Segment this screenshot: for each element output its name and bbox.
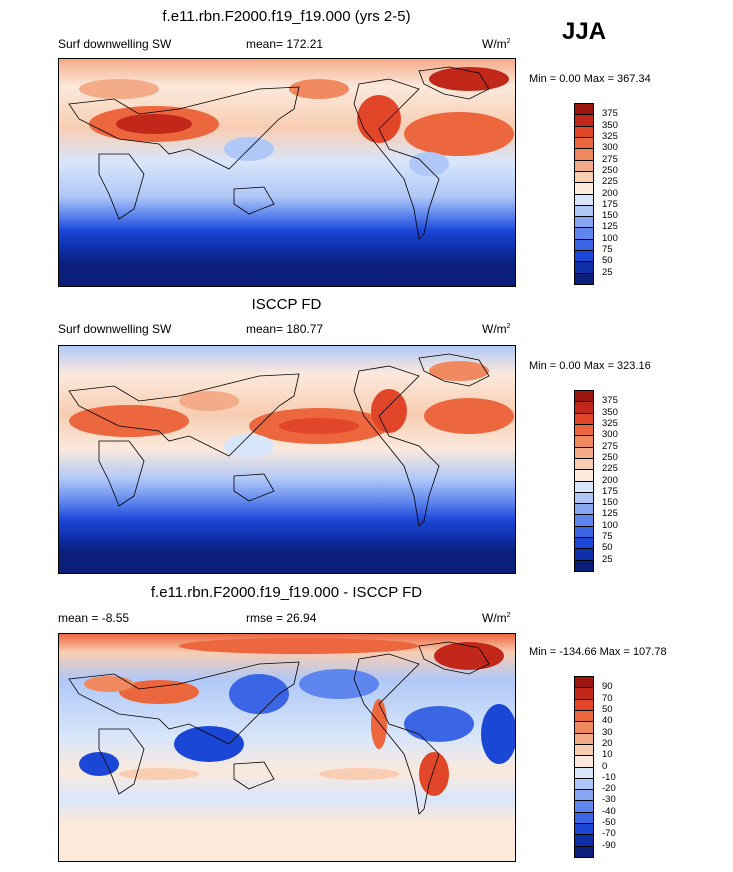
panel-1-mean-label: mean= 172.21 bbox=[246, 37, 324, 51]
colorbar-tick-label: 30 bbox=[602, 726, 613, 738]
colorbar-tick-label: 200 bbox=[602, 474, 618, 486]
colorbar-tick-label: 100 bbox=[602, 519, 618, 531]
colorbar-tick-label: 20 bbox=[602, 737, 613, 749]
panel-2-mean-label: mean= 180.77 bbox=[246, 322, 324, 336]
colorbar-tick-label: 125 bbox=[602, 508, 618, 520]
colorbar-tick-label: 325 bbox=[602, 417, 618, 429]
colorbar-tick-label: 125 bbox=[602, 221, 618, 233]
panel-2-map-svg bbox=[59, 346, 515, 573]
colorbar-tick-label: 100 bbox=[602, 232, 618, 244]
colorbar-tick-label: 175 bbox=[602, 198, 618, 210]
panel-1-map-svg bbox=[59, 59, 515, 286]
colorbar-tick-label: 250 bbox=[602, 164, 618, 176]
colorbar-tick-label: 75 bbox=[602, 531, 613, 543]
colorbar-tick-label: -50 bbox=[602, 817, 616, 829]
colorbar-tick-label: 300 bbox=[602, 429, 618, 441]
colorbar-tick-label: -10 bbox=[602, 771, 616, 783]
panel-2-units: W/m2 bbox=[482, 322, 511, 336]
panel-1-variable-label: Surf downwelling SW bbox=[58, 37, 172, 51]
colorbar-tick-label: 25 bbox=[602, 266, 613, 278]
colorbar-tick-label: 50 bbox=[602, 255, 613, 267]
colorbar-tick-label: 150 bbox=[602, 497, 618, 509]
colorbar-tick-label: 350 bbox=[602, 406, 618, 418]
colorbar-tick-label: 375 bbox=[602, 395, 618, 407]
panel-3-map bbox=[58, 633, 516, 862]
colorbar-tick-label: 275 bbox=[602, 440, 618, 452]
panel-1-minmax: Min = 0.00 Max = 367.34 bbox=[529, 73, 651, 85]
panel-3-rmse-label: rmse = 26.94 bbox=[246, 611, 317, 625]
panel-2-map bbox=[58, 345, 516, 574]
panel-1-units: W/m2 bbox=[482, 37, 511, 51]
colorbar-tick-label: 325 bbox=[602, 130, 618, 142]
colorbar-tick-label: -40 bbox=[602, 805, 616, 817]
colorbar-tick-label: 75 bbox=[602, 244, 613, 256]
colorbar-tick-label: 90 bbox=[602, 681, 613, 693]
panel-1-colorbar: 375 350 325 300 275 250 225 200 175 150 125 100 75 50… bbox=[574, 103, 618, 285]
colorbar-tick-label: 175 bbox=[602, 485, 618, 497]
colorbar-tick-label: 300 bbox=[602, 142, 618, 154]
panel-2-variable-label: Surf downwelling SW bbox=[58, 322, 172, 336]
colorbar-tick-label: -30 bbox=[602, 794, 616, 806]
colorbar-tick-label: -90 bbox=[602, 839, 616, 851]
colorbar-tick-label: 250 bbox=[602, 451, 618, 463]
colorbar-tick-label: 200 bbox=[602, 187, 618, 199]
colorbar-tick-label: 375 bbox=[602, 108, 618, 120]
panel-3-colorbar: 90 70 50 40 30 20 10 0 -10 -20 -30 -40 -50 -70 -90 bbox=[574, 676, 616, 858]
colorbar-tick-label: 0 bbox=[602, 760, 608, 772]
colorbar-cell bbox=[574, 845, 594, 858]
colorbar-tick-label: -20 bbox=[602, 783, 616, 795]
colorbar-tick-label: 50 bbox=[602, 703, 613, 715]
panel-3-map-svg bbox=[59, 634, 515, 861]
colorbar-tick-label: 10 bbox=[602, 749, 613, 761]
panel-3-minmax: Min = -134.66 Max = 107.78 bbox=[529, 646, 667, 658]
colorbar-tick-label: 150 bbox=[602, 210, 618, 222]
colorbar-cell bbox=[574, 272, 594, 285]
panel-2-colorbar: 375 350 325 300 275 250 225 200 175 150 125 100 75 50… bbox=[574, 390, 618, 572]
colorbar-tick-label: 225 bbox=[602, 463, 618, 475]
colorbar-tick-label: 350 bbox=[602, 119, 618, 131]
season-label: JJA bbox=[562, 18, 607, 45]
colorbar-tick-label: 50 bbox=[602, 542, 613, 554]
panel-2-minmax: Min = 0.00 Max = 323.16 bbox=[529, 360, 651, 372]
colorbar-cell bbox=[574, 559, 594, 572]
colorbar-tick-label: 275 bbox=[602, 153, 618, 165]
panel-3-title: f.e11.rbn.F2000.f19_f19.000 - ISCCP FD bbox=[150, 584, 423, 601]
panel-1-map bbox=[58, 58, 516, 287]
colorbar-tick-label: 225 bbox=[602, 176, 618, 188]
panel-3-units: W/m2 bbox=[482, 611, 511, 625]
panel-3-mean-label: mean = -8.55 bbox=[58, 611, 130, 625]
colorbar-tick-label: 70 bbox=[602, 692, 613, 704]
colorbar-tick-label: -70 bbox=[602, 828, 616, 840]
colorbar-tick-label: 25 bbox=[602, 553, 613, 565]
colorbar-tick-label: 40 bbox=[602, 715, 613, 727]
panel-1-title: f.e11.rbn.F2000.f19_f19.000 (yrs 2-5) bbox=[162, 8, 411, 25]
panel-2-title: ISCCP FD bbox=[251, 296, 322, 313]
